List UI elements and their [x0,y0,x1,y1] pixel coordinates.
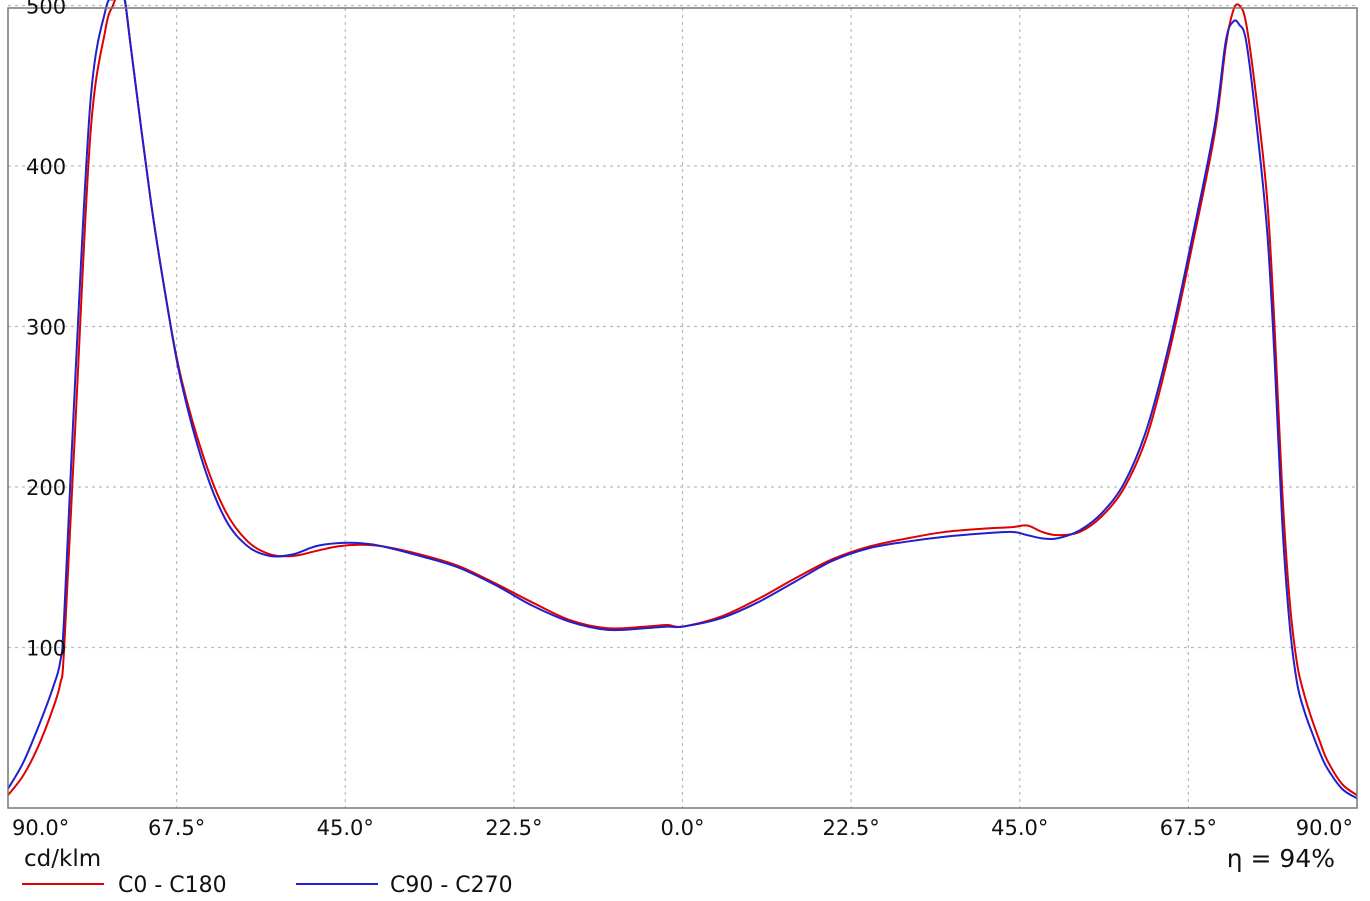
y-tick-label: 200 [26,476,66,500]
legend: C0 - C180 C90 - C270 [22,873,513,898]
x-tick-label: 22.5° [822,816,879,840]
legend-label-c90-c270: C90 - C270 [390,873,513,898]
y-tick-label: 500 [26,0,66,19]
series-layer [7,0,1358,800]
y-tick-label: 400 [26,155,66,179]
x-tick-label: 0.0° [661,816,705,840]
x-tick-labels: 90.0° 67.5° 45.0° 22.5° 0.0° 22.5° 45.0° 67.5° 9… [12,816,1353,840]
y-tick-labels: 100 200 300 400 500 [26,0,66,661]
efficiency-label: η = 94% [1227,844,1335,873]
legend-label-c0-c180: C0 - C180 [118,873,227,898]
y-tick-label: 100 [26,637,66,661]
x-tick-label: 45.0° [991,816,1048,840]
y-tick-label: 300 [26,316,66,340]
plot-frame [7,7,1358,809]
x-tick-label: 90.0° [12,816,69,840]
unit-label: cd/klm [24,846,101,872]
grid-layer [8,4,1357,808]
x-tick-label: 67.5° [148,816,205,840]
x-tick-label: 45.0° [317,816,374,840]
x-tick-label: 90.0° [1296,816,1353,840]
series-line-c90-c270 [7,0,1358,800]
x-tick-label: 67.5° [1160,816,1217,840]
x-tick-label: 22.5° [485,816,542,840]
series-line-c0-c180 [7,0,1358,796]
